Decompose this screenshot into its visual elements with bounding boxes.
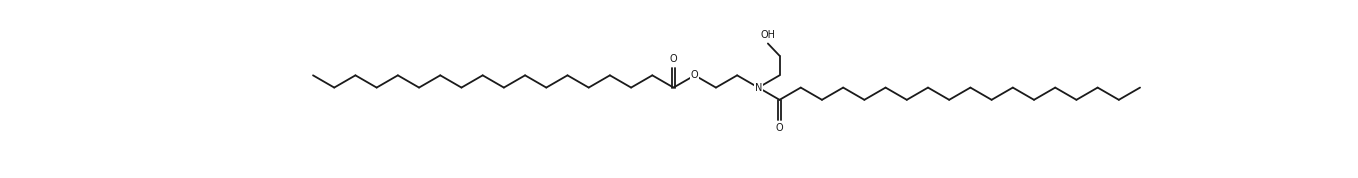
- Text: N: N: [755, 83, 762, 93]
- Text: O: O: [669, 54, 678, 64]
- Text: OH: OH: [760, 30, 775, 40]
- Text: O: O: [691, 70, 698, 80]
- Text: O: O: [775, 123, 784, 133]
